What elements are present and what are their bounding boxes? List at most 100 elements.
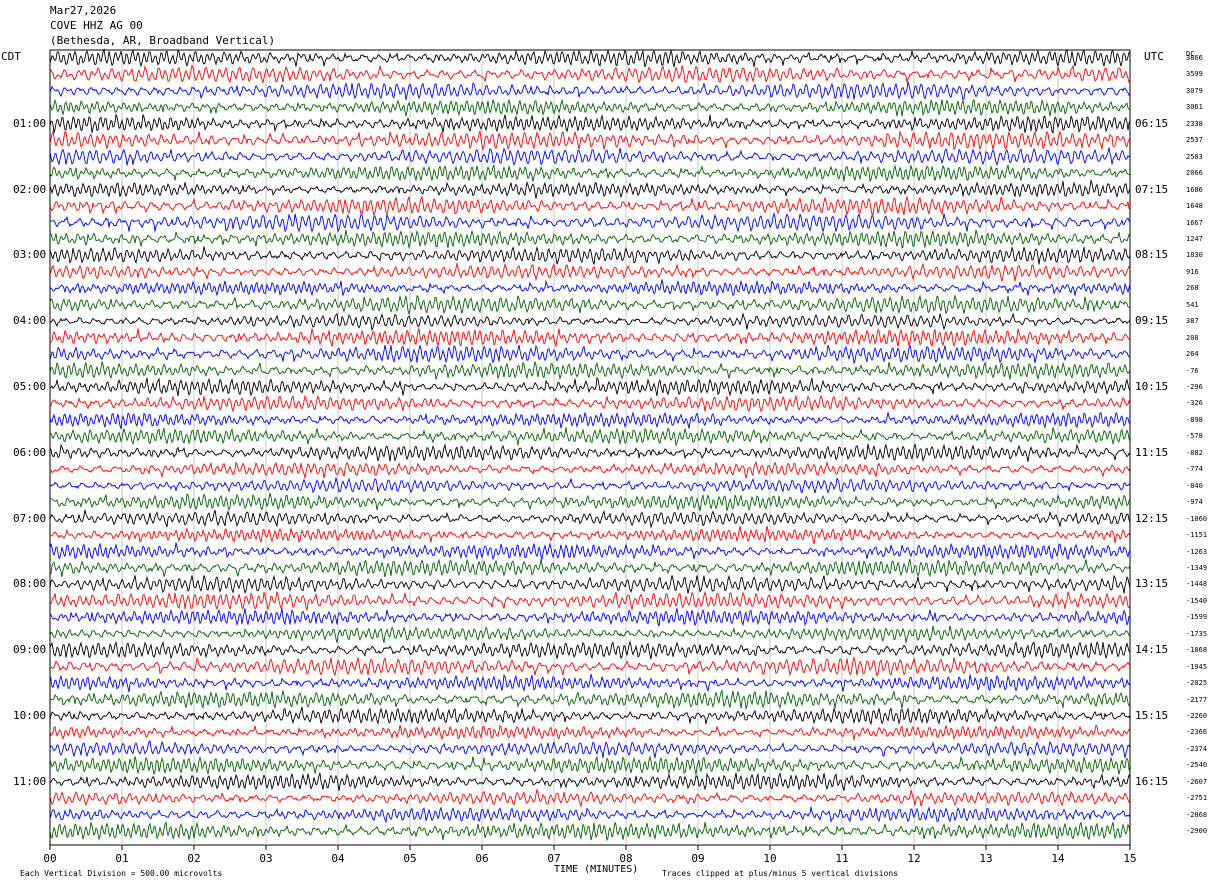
dc-offset-label: -1263 — [1186, 547, 1208, 556]
seismic-trace — [49, 279, 1131, 297]
seismic-trace — [49, 625, 1131, 643]
seismic-trace — [49, 163, 1131, 183]
seismic-trace — [49, 492, 1131, 512]
dc-offset-label: -2607 — [1186, 777, 1208, 786]
seismic-trace — [49, 263, 1131, 283]
seismic-trace — [49, 740, 1131, 758]
plot-frame — [49, 49, 1131, 846]
seismic-trace — [49, 787, 1131, 808]
x-tick-label: 07 — [547, 852, 560, 865]
dc-offset-label: -1735 — [1186, 629, 1208, 638]
dc-offset-label: -76 — [1186, 366, 1199, 375]
dc-offset-label: 208 — [1186, 333, 1199, 342]
x-tick-label: 01 — [115, 852, 128, 865]
seismic-trace — [49, 688, 1131, 711]
seismic-trace — [49, 229, 1131, 249]
dc-offset-label: -974 — [1186, 498, 1203, 507]
right-hour-label: 07:15 — [1135, 182, 1169, 196]
right-hour-label: 16:15 — [1135, 774, 1169, 788]
seismic-trace — [49, 361, 1131, 381]
right-hour-label: 06:15 — [1135, 116, 1169, 130]
seismic-trace — [49, 574, 1131, 594]
dc-offset-label: -1151 — [1186, 531, 1208, 540]
left-hour-label: 01:00 — [13, 116, 47, 130]
dc-offset-label: -2374 — [1186, 744, 1208, 753]
dc-offset-label: -2868 — [1186, 810, 1208, 819]
seismic-trace — [49, 195, 1131, 217]
right-hour-label: 15:15 — [1135, 709, 1169, 722]
right-hour-label: 11:15 — [1135, 445, 1169, 459]
seismic-trace — [49, 411, 1131, 430]
left-hour-label: 11:00 — [13, 774, 47, 788]
dc-offset-label: 3079 — [1186, 86, 1203, 95]
left-hour-label: 08:00 — [13, 577, 47, 591]
dc-offset-label: 2537 — [1186, 136, 1203, 145]
dc-offset-label: 541 — [1186, 300, 1199, 309]
left-hour-label: 10:00 — [13, 709, 47, 722]
dc-label: DC — [1186, 50, 1195, 58]
seismic-trace — [49, 98, 1131, 117]
x-tick-label: 05 — [403, 852, 416, 865]
dc-offset-label: -2260 — [1186, 712, 1208, 720]
right-hour-label: 08:15 — [1135, 248, 1169, 262]
left-hour-label: 09:00 — [13, 643, 47, 657]
dc-offset-label: 1686 — [1186, 185, 1203, 194]
seismic-trace — [49, 724, 1131, 741]
left-hour-label: 07:00 — [13, 511, 47, 525]
seismic-trace — [49, 806, 1131, 824]
dc-offset-label: -1540 — [1186, 596, 1208, 605]
dc-offset-label: 2503 — [1186, 152, 1203, 161]
time-axis: 00 01 02 03 04 05 06 07 08 09 10 11 12 13 14 15 — [43, 845, 1137, 865]
seismic-trace — [49, 343, 1131, 365]
seismic-trace — [49, 245, 1131, 265]
dc-offset-label: -774 — [1186, 465, 1203, 474]
x-tick-label: 11 — [835, 852, 848, 865]
seismic-trace — [49, 211, 1131, 233]
seismic-trace — [49, 326, 1131, 348]
seismic-trace — [49, 542, 1131, 561]
seismic-trace — [49, 772, 1131, 791]
dc-offset-label: 264 — [1186, 350, 1199, 359]
dc-offset-label: -1868 — [1186, 646, 1208, 655]
minute-grid — [49, 49, 1131, 846]
dc-offset-label: 1830 — [1186, 251, 1203, 260]
seismic-traces — [49, 47, 1131, 842]
seismic-trace — [49, 640, 1131, 660]
scale-note: Each Vertical Division = 500.00 microvol… — [20, 869, 223, 878]
seismic-trace — [49, 47, 1131, 68]
clip-note: Traces clipped at plus/minus 5 vertical … — [662, 869, 899, 878]
right-hour-label: 14:15 — [1135, 643, 1169, 657]
x-tick-label: 02 — [187, 852, 200, 865]
dc-offset-label: 1667 — [1186, 218, 1203, 227]
dc-offset-label: -1599 — [1186, 613, 1208, 622]
x-tick-label: 10 — [763, 852, 776, 865]
seismic-trace — [49, 477, 1131, 494]
dc-offset-label: -578 — [1186, 432, 1203, 441]
seismic-trace — [49, 376, 1131, 397]
dc-offset-label: 3866 — [1186, 54, 1203, 62]
dc-offset-label: -2177 — [1186, 695, 1208, 704]
seismic-trace — [49, 147, 1131, 167]
seismic-trace — [49, 706, 1131, 726]
dc-offset-label: -898 — [1186, 415, 1203, 424]
x-tick-label: 06 — [475, 852, 488, 865]
x-tick-label: 15 — [1123, 852, 1136, 865]
seismic-trace — [49, 113, 1131, 135]
left-timezone-label: CDT — [1, 50, 21, 63]
x-tick-label: 09 — [691, 852, 704, 865]
left-hour-label: 05:00 — [13, 380, 47, 393]
seismic-trace — [49, 427, 1131, 448]
dc-offset-label: -840 — [1186, 481, 1203, 490]
dc-offset-label: -2025 — [1186, 679, 1208, 688]
dc-offset-label: -2751 — [1186, 794, 1208, 803]
seismic-trace — [49, 608, 1131, 627]
dc-offset-label: 268 — [1186, 284, 1199, 293]
x-tick-label: 13 — [979, 852, 992, 865]
seismic-trace — [49, 178, 1131, 199]
seismic-trace — [49, 443, 1131, 463]
dc-offset-label: 3599 — [1186, 70, 1203, 79]
left-hour-label: 06:00 — [13, 445, 47, 459]
dc-offset-label: 2066 — [1186, 169, 1203, 178]
seismic-trace — [49, 312, 1131, 331]
